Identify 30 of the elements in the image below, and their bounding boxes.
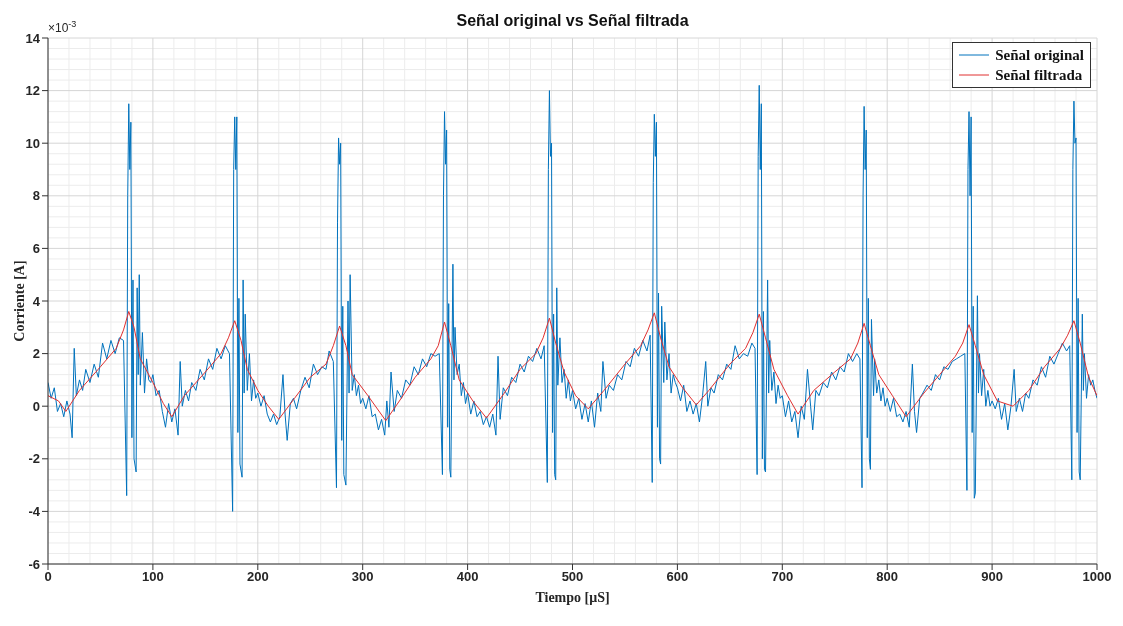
- y-tick-label: -6: [28, 556, 40, 572]
- x-tick-label: 800: [876, 569, 899, 585]
- line-series: [48, 311, 1097, 422]
- x-tick-label: 0: [44, 569, 52, 585]
- y-tick-label: 8: [32, 188, 40, 204]
- y-tick-label: -4: [28, 504, 41, 520]
- x-tick-label: 600: [666, 569, 689, 585]
- x-tick-label: 200: [246, 569, 269, 585]
- x-axis-title: Tiempo [μS]: [535, 590, 610, 605]
- y-tick-label: 2: [32, 346, 40, 362]
- y-tick-label: 14: [25, 30, 41, 46]
- legend-label: Señal original: [994, 46, 1084, 65]
- text: ×10$^{-3}$: [48, 19, 77, 35]
- y-tick-label: -2: [28, 451, 40, 467]
- y-tick-label: 6: [32, 241, 40, 257]
- chart-title: Señal original vs Señal filtrada: [456, 12, 689, 29]
- x-tick-label: 400: [456, 569, 479, 585]
- x-tick-label: 900: [981, 569, 1003, 585]
- y-tick-label: 0: [32, 398, 40, 414]
- y-tick-label: 12: [25, 83, 40, 99]
- y-tick-label: 10: [25, 135, 40, 151]
- legend-label: Señal filtrada: [994, 66, 1084, 85]
- x-tick-label: 300: [351, 569, 374, 585]
- x-tick-label: 1000: [1082, 569, 1112, 585]
- y-axis-title: Corriente [A]: [12, 260, 27, 342]
- x-tick-label: 700: [771, 569, 794, 585]
- x-tick-label: 100: [142, 569, 164, 585]
- x-tick-label: 500: [561, 569, 584, 585]
- line-series: [48, 84, 1097, 512]
- y-tick-label: 4: [32, 293, 41, 309]
